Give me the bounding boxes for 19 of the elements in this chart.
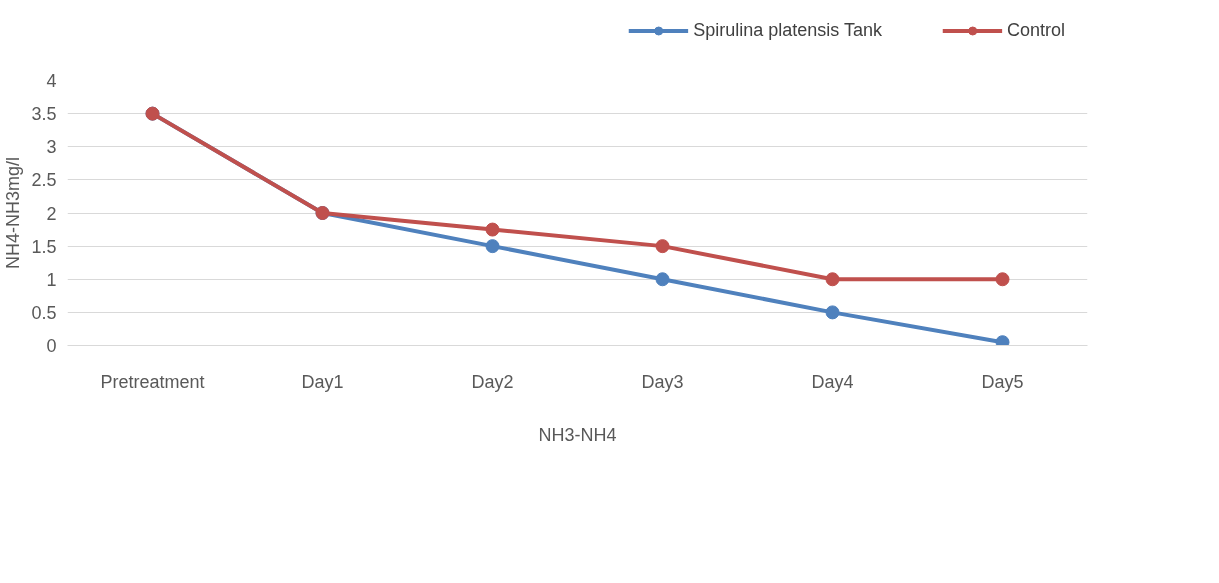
x-axis-title: NH3-NH4 — [538, 424, 617, 445]
y-tick-label: 2.5 — [31, 170, 57, 191]
y-tick-label: 2 — [46, 203, 57, 224]
x-tick-label: Day5 — [981, 371, 1024, 392]
x-tick-label: Day4 — [811, 371, 854, 392]
y-tick-label: 1.5 — [31, 236, 57, 257]
y-tick-label: 3.5 — [31, 104, 57, 125]
y-tick-label: 0.5 — [31, 302, 57, 323]
x-tick-label: Day1 — [301, 371, 344, 392]
y-tick-label: 3 — [46, 137, 57, 158]
x-tick-label: Day3 — [641, 371, 684, 392]
y-axis-title: NH4-NH3mg/l — [3, 156, 24, 270]
y-tick-label: 1 — [46, 269, 57, 290]
legend-label: Control — [1006, 19, 1065, 41]
legend-label: Spirulina platensis Tank — [693, 19, 882, 41]
y-tick-label: 0 — [46, 336, 57, 356]
x-tick-label: Pretreatment — [100, 371, 205, 392]
y-tick-label: 4 — [46, 71, 57, 91]
x-tick-label: Day2 — [471, 371, 514, 392]
